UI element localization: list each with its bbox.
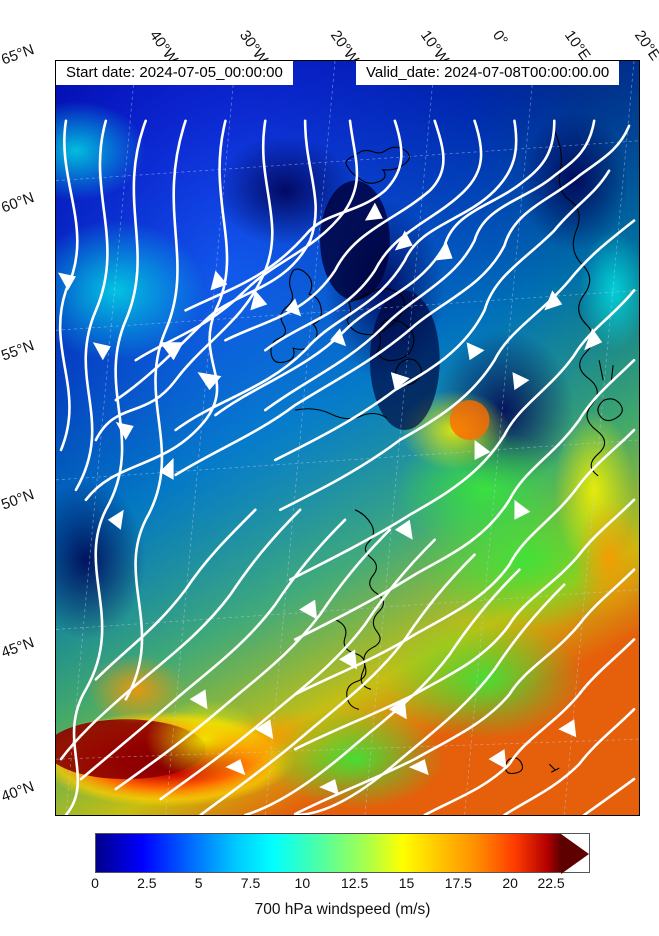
left-tick-4: 45°N (0, 634, 36, 661)
colorbar-title-label: 700 hPa windspeed (m/s) (95, 901, 590, 919)
colorbar-arrow-extend (561, 834, 589, 874)
cb-tick-4: 10 (295, 875, 311, 891)
cb-tick-5: 12.5 (341, 875, 368, 891)
left-latitude-axis: 65°N 60°N 55°N 50°N 45°N 40°N (0, 60, 55, 816)
cb-tick-7: 17.5 (445, 875, 472, 891)
cb-tick-3: 7.5 (241, 875, 260, 891)
colorbar[interactable]: 0 2.5 5 7.5 10 12.5 15 17.5 20 22.5 700 … (95, 833, 590, 919)
left-tick-1: 60°N (0, 189, 36, 216)
top-tick-5: 10°E (561, 27, 594, 64)
cb-tick-1: 2.5 (137, 875, 156, 891)
left-tick-3: 50°N (0, 486, 36, 513)
windspeed-heatmap (56, 61, 639, 815)
windspeed-map[interactable]: Start date: 2024-07-05_00:00:00 Valid_da… (55, 60, 640, 816)
left-tick-2: 55°N (0, 337, 36, 364)
cb-tick-9: 22.5 (537, 875, 564, 891)
top-tick-4: 0° (489, 27, 511, 49)
top-longitude-axis: 40°W 30°W 20°W 10°W 0° 10°E 20°E (55, 0, 640, 60)
colorbar-ticks: 0 2.5 5 7.5 10 12.5 15 17.5 20 22.5 (95, 873, 562, 895)
left-tick-0: 65°N (0, 41, 36, 68)
cb-tick-6: 15 (399, 875, 415, 891)
left-tick-5: 40°N (0, 778, 36, 805)
colorbar-gradient (96, 834, 561, 872)
valid-date-banner: Valid_date: 2024-07-08T00:00:00.00 (356, 61, 619, 85)
cb-tick-2: 5 (195, 875, 203, 891)
start-date-banner: Start date: 2024-07-05_00:00:00 (56, 61, 293, 85)
top-tick-6: 20°E (631, 27, 659, 64)
cb-tick-8: 20 (502, 875, 518, 891)
cb-tick-0: 0 (91, 875, 99, 891)
weather-map-app: 40°W 30°W 20°W 10°W 0° 10°E 20°E 65°N 60… (0, 0, 659, 936)
